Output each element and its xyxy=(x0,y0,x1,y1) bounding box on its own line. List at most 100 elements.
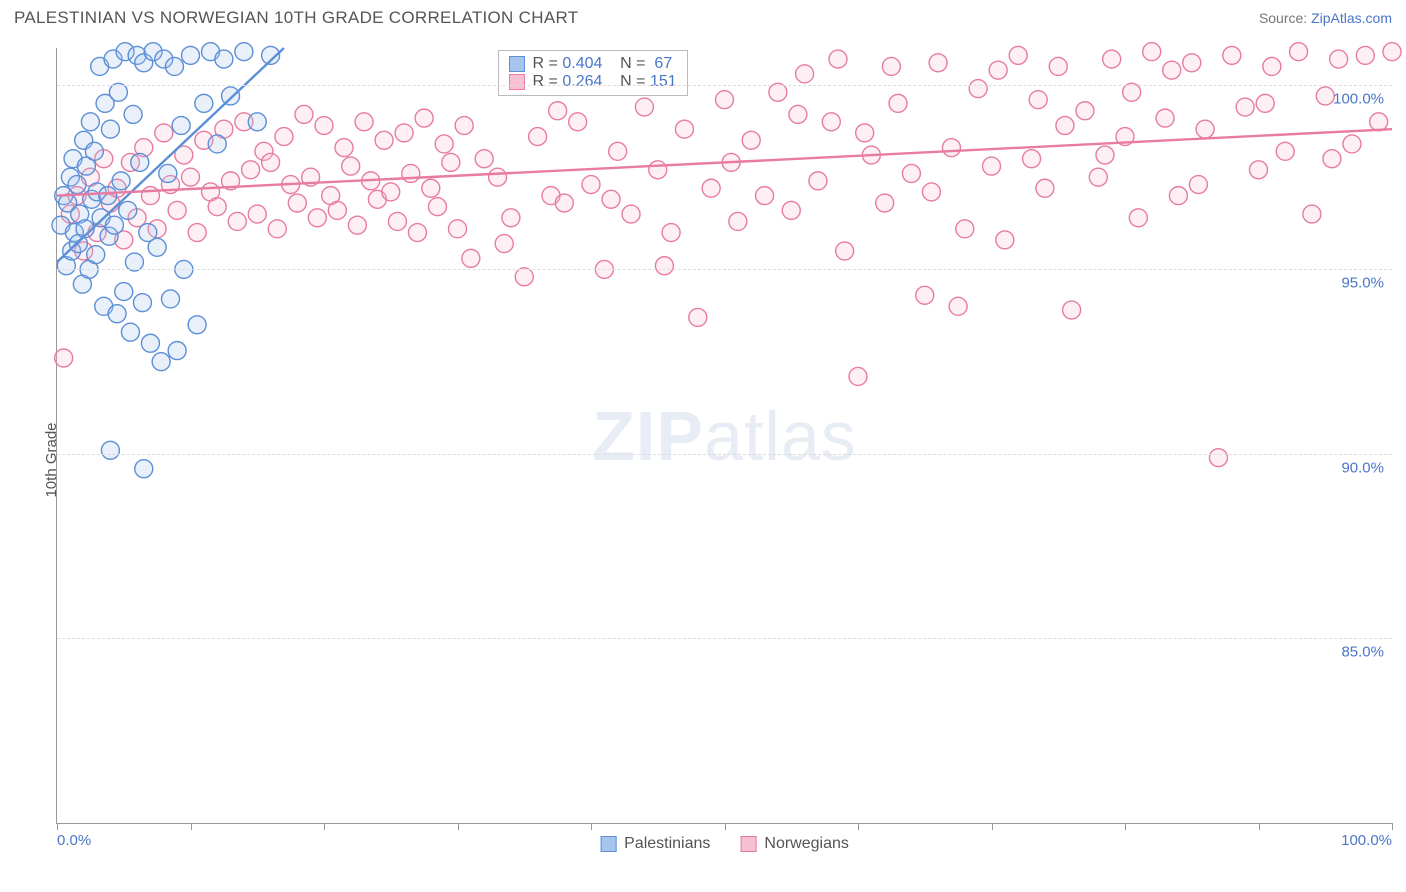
data-point-palestinians xyxy=(141,334,159,352)
data-point-norwegians xyxy=(822,113,840,131)
correlation-legend: R = 0.404 N = 67R = 0.264 N = 151 xyxy=(498,50,688,96)
x-tick xyxy=(324,823,325,830)
data-point-norwegians xyxy=(1123,83,1141,101)
data-point-palestinians xyxy=(101,441,119,459)
data-point-norwegians xyxy=(335,139,353,157)
y-tick-label: 85.0% xyxy=(1341,644,1384,661)
data-point-palestinians xyxy=(148,238,166,256)
data-point-norwegians xyxy=(796,65,814,83)
data-point-norwegians xyxy=(1256,94,1274,112)
data-point-norwegians xyxy=(1063,301,1081,319)
data-point-norwegians xyxy=(1076,102,1094,120)
data-point-palestinians xyxy=(112,172,130,190)
legend-swatch-norwegians xyxy=(509,74,525,90)
data-point-palestinians xyxy=(87,246,105,264)
data-point-norwegians xyxy=(1169,187,1187,205)
data-point-norwegians xyxy=(609,142,627,160)
data-point-norwegians xyxy=(655,257,673,275)
data-point-norwegians xyxy=(675,120,693,138)
source-link[interactable]: ZipAtlas.com xyxy=(1311,10,1392,26)
data-point-norwegians xyxy=(949,297,967,315)
plot-region: ZIPatlas R = 0.404 N = 67R = 0.264 N = 1… xyxy=(56,48,1392,824)
data-point-norwegians xyxy=(455,117,473,135)
data-point-norwegians xyxy=(242,161,260,179)
data-point-norwegians xyxy=(789,105,807,123)
data-point-palestinians xyxy=(172,117,190,135)
data-point-norwegians xyxy=(649,161,667,179)
data-point-palestinians xyxy=(85,142,103,160)
data-point-norwegians xyxy=(449,220,467,238)
x-tick xyxy=(1259,823,1260,830)
data-point-norwegians xyxy=(1156,109,1174,127)
data-point-norwegians xyxy=(529,128,547,146)
data-point-palestinians xyxy=(161,290,179,308)
data-point-palestinians xyxy=(168,342,186,360)
data-point-norwegians xyxy=(1290,43,1308,61)
x-tick xyxy=(591,823,592,830)
data-point-norwegians xyxy=(1023,150,1041,168)
data-point-norwegians xyxy=(495,235,513,253)
legend-row-norwegians: R = 0.264 N = 151 xyxy=(509,73,677,91)
data-point-norwegians xyxy=(462,249,480,267)
data-point-norwegians xyxy=(168,201,186,219)
data-point-palestinians xyxy=(208,135,226,153)
data-point-norwegians xyxy=(635,98,653,116)
data-point-palestinians xyxy=(165,57,183,75)
header: PALESTINIAN VS NORWEGIAN 10TH GRADE CORR… xyxy=(0,0,1406,36)
data-point-norwegians xyxy=(1316,87,1334,105)
x-tick-label: 0.0% xyxy=(57,832,91,849)
data-point-norwegians xyxy=(1276,142,1294,160)
data-point-norwegians xyxy=(555,194,573,212)
data-point-norwegians xyxy=(882,57,900,75)
data-point-norwegians xyxy=(1303,205,1321,223)
data-point-norwegians xyxy=(782,201,800,219)
data-point-norwegians xyxy=(182,168,200,186)
x-tick xyxy=(992,823,993,830)
data-point-palestinians xyxy=(222,87,240,105)
data-point-norwegians xyxy=(983,157,1001,175)
source-prefix: Source: xyxy=(1259,10,1311,26)
data-point-norwegians xyxy=(622,205,640,223)
x-tick xyxy=(191,823,192,830)
x-tick xyxy=(1125,823,1126,830)
data-point-norwegians xyxy=(141,187,159,205)
data-point-palestinians xyxy=(124,105,142,123)
legend-text-palestinians: R = 0.404 N = 67 xyxy=(533,55,673,73)
data-point-norwegians xyxy=(382,183,400,201)
data-point-norwegians xyxy=(1036,179,1054,197)
data-point-norwegians xyxy=(1223,46,1241,64)
data-point-norwegians xyxy=(155,124,173,142)
x-tick xyxy=(57,823,58,830)
data-point-palestinians xyxy=(115,283,133,301)
series-legend: PalestiniansNorwegians xyxy=(600,835,849,853)
series-legend-label-palestinians: Palestinians xyxy=(624,835,710,853)
series-legend-item-palestinians: Palestinians xyxy=(600,835,710,853)
data-point-norwegians xyxy=(295,105,313,123)
data-point-palestinians xyxy=(131,153,149,171)
data-point-palestinians xyxy=(101,120,119,138)
data-point-norwegians xyxy=(1189,176,1207,194)
data-point-norwegians xyxy=(402,164,420,182)
data-point-norwegians xyxy=(1343,135,1361,153)
data-point-norwegians xyxy=(1143,43,1161,61)
data-point-norwegians xyxy=(262,153,280,171)
data-point-norwegians xyxy=(902,164,920,182)
source-attribution: Source: ZipAtlas.com xyxy=(1259,10,1392,26)
data-point-norwegians xyxy=(989,61,1007,79)
y-tick-label: 95.0% xyxy=(1341,275,1384,292)
data-point-palestinians xyxy=(68,176,86,194)
data-point-norwegians xyxy=(248,205,266,223)
data-point-norwegians xyxy=(1383,43,1401,61)
data-point-palestinians xyxy=(159,164,177,182)
data-point-norwegians xyxy=(355,113,373,131)
x-tick xyxy=(725,823,726,830)
data-point-norwegians xyxy=(582,176,600,194)
data-point-norwegians xyxy=(702,179,720,197)
data-point-norwegians xyxy=(729,212,747,230)
gridline-h xyxy=(57,269,1392,270)
data-point-norwegians xyxy=(415,109,433,127)
data-point-norwegians xyxy=(1163,61,1181,79)
x-tick-label: 100.0% xyxy=(1341,832,1392,849)
data-point-norwegians xyxy=(442,153,460,171)
data-point-norwegians xyxy=(809,172,827,190)
